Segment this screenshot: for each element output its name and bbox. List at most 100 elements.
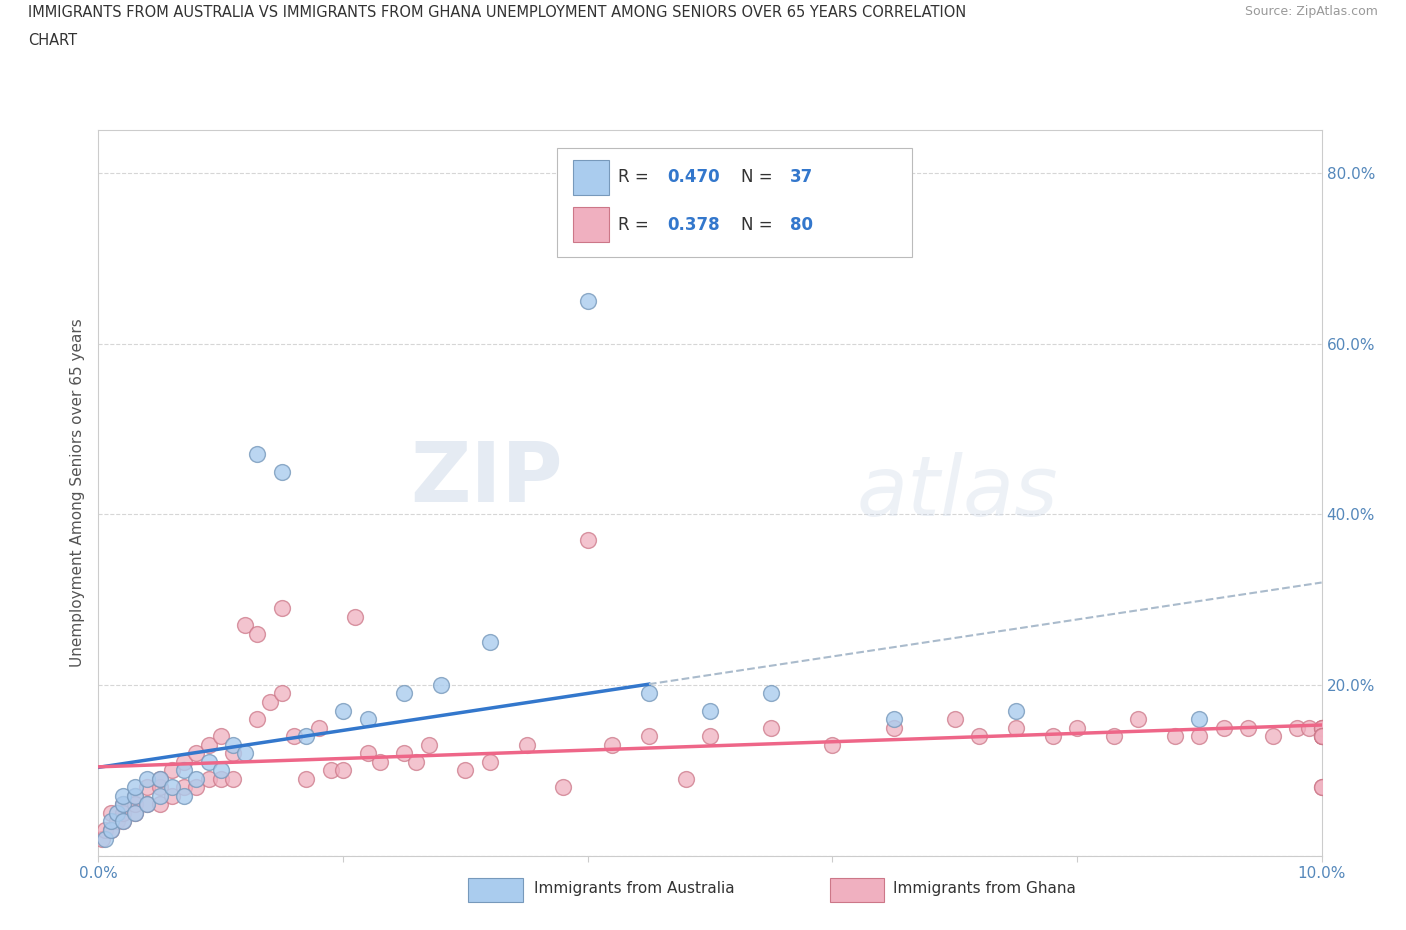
Point bbox=[332, 763, 354, 777]
Point bbox=[270, 464, 292, 479]
Point bbox=[1310, 780, 1333, 795]
Text: 37: 37 bbox=[790, 168, 813, 186]
Text: IMMIGRANTS FROM AUSTRALIA VS IMMIGRANTS FROM GHANA UNEMPLOYMENT AMONG SENIORS OV: IMMIGRANTS FROM AUSTRALIA VS IMMIGRANTS … bbox=[28, 5, 966, 20]
Point bbox=[100, 822, 122, 837]
Text: N =: N = bbox=[741, 216, 778, 233]
Point bbox=[1188, 729, 1211, 744]
Point bbox=[883, 711, 905, 726]
Point bbox=[637, 686, 661, 701]
Text: Immigrants from Australia: Immigrants from Australia bbox=[534, 881, 735, 896]
Text: ZIP: ZIP bbox=[411, 438, 564, 519]
Point bbox=[270, 686, 292, 701]
Point bbox=[418, 737, 440, 752]
Point bbox=[699, 703, 721, 718]
Point bbox=[1298, 720, 1320, 735]
FancyBboxPatch shape bbox=[574, 160, 609, 195]
Point bbox=[1102, 729, 1125, 744]
Point bbox=[173, 763, 195, 777]
Point bbox=[160, 780, 183, 795]
Point bbox=[149, 797, 172, 812]
Text: Source: ZipAtlas.com: Source: ZipAtlas.com bbox=[1244, 5, 1378, 18]
Point bbox=[111, 797, 134, 812]
Point bbox=[149, 789, 172, 804]
Point bbox=[197, 754, 219, 769]
Point bbox=[149, 780, 172, 795]
Point bbox=[100, 822, 122, 837]
Point bbox=[105, 805, 128, 820]
Point bbox=[332, 703, 354, 718]
Text: 0.470: 0.470 bbox=[668, 168, 720, 186]
Point bbox=[1042, 729, 1064, 744]
Point bbox=[967, 729, 990, 744]
Point bbox=[454, 763, 477, 777]
Point bbox=[233, 746, 256, 761]
Point bbox=[1128, 711, 1150, 726]
Point bbox=[1310, 729, 1333, 744]
Point bbox=[197, 771, 219, 786]
Point bbox=[356, 711, 378, 726]
Point bbox=[1066, 720, 1088, 735]
Text: R =: R = bbox=[619, 216, 654, 233]
Point bbox=[392, 746, 416, 761]
Point bbox=[295, 729, 318, 744]
Text: 0.378: 0.378 bbox=[668, 216, 720, 233]
Point bbox=[173, 789, 195, 804]
Point bbox=[675, 771, 697, 786]
Point bbox=[222, 746, 245, 761]
Point bbox=[197, 737, 219, 752]
Point bbox=[124, 789, 146, 804]
Point bbox=[1164, 729, 1187, 744]
Point bbox=[600, 737, 623, 752]
Point bbox=[136, 797, 159, 812]
Point bbox=[821, 737, 844, 752]
Point bbox=[111, 789, 134, 804]
Point bbox=[1310, 780, 1333, 795]
Point bbox=[246, 626, 269, 641]
Point bbox=[100, 814, 122, 829]
Point bbox=[124, 805, 146, 820]
Point bbox=[173, 754, 195, 769]
Point bbox=[516, 737, 538, 752]
Point bbox=[1310, 729, 1333, 744]
Point bbox=[392, 686, 416, 701]
Point bbox=[209, 763, 232, 777]
Point bbox=[553, 780, 575, 795]
Point bbox=[209, 771, 232, 786]
Point bbox=[356, 746, 378, 761]
Point bbox=[1261, 729, 1284, 744]
Text: N =: N = bbox=[741, 168, 778, 186]
Point bbox=[149, 771, 172, 786]
Point bbox=[478, 754, 501, 769]
Point bbox=[160, 789, 183, 804]
Point bbox=[699, 729, 721, 744]
Point bbox=[93, 831, 115, 846]
Point bbox=[637, 729, 661, 744]
Point bbox=[246, 447, 269, 462]
FancyBboxPatch shape bbox=[574, 206, 609, 243]
FancyBboxPatch shape bbox=[557, 149, 912, 258]
Point bbox=[222, 737, 245, 752]
Point bbox=[259, 695, 281, 710]
Point bbox=[111, 814, 134, 829]
Point bbox=[93, 822, 115, 837]
Point bbox=[149, 771, 172, 786]
Point bbox=[1310, 720, 1333, 735]
Point bbox=[246, 711, 269, 726]
Point bbox=[295, 771, 318, 786]
Point bbox=[270, 601, 292, 616]
Text: CHART: CHART bbox=[28, 33, 77, 47]
Text: Immigrants from Ghana: Immigrants from Ghana bbox=[893, 881, 1076, 896]
Point bbox=[759, 720, 782, 735]
Y-axis label: Unemployment Among Seniors over 65 years: Unemployment Among Seniors over 65 years bbox=[70, 319, 86, 668]
Point bbox=[1310, 720, 1333, 735]
Point bbox=[136, 780, 159, 795]
Point bbox=[1237, 720, 1260, 735]
Point bbox=[430, 677, 453, 692]
Point bbox=[233, 618, 256, 632]
Point bbox=[759, 686, 782, 701]
Point bbox=[111, 814, 134, 829]
Point bbox=[186, 746, 208, 761]
Point bbox=[124, 797, 146, 812]
Point bbox=[124, 789, 146, 804]
Point bbox=[100, 805, 122, 820]
